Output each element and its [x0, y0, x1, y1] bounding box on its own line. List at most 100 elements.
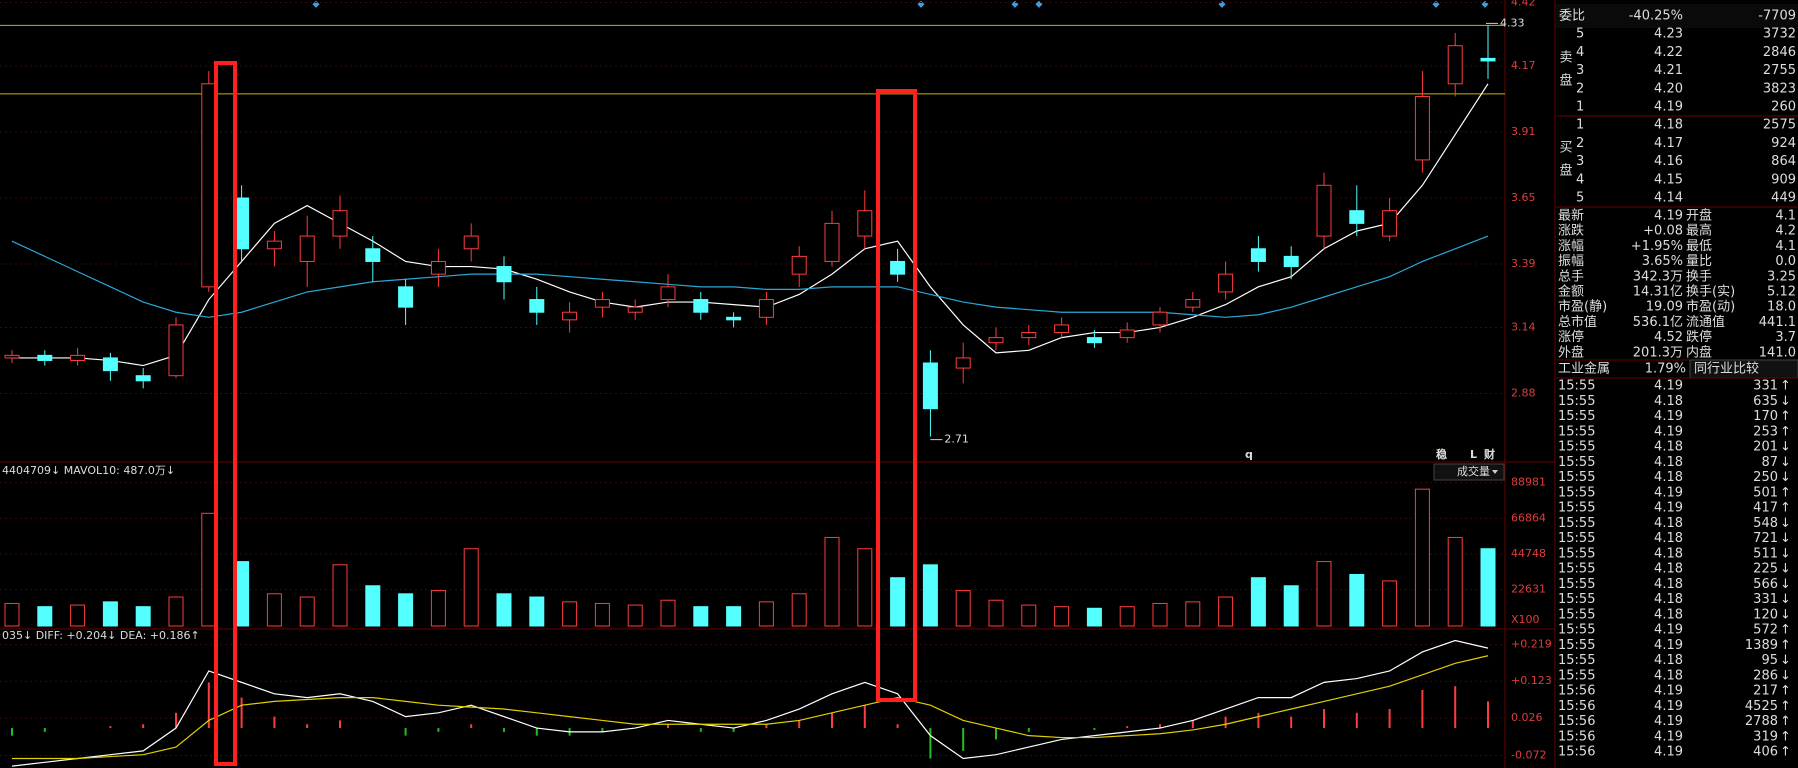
volume-bar — [37, 606, 53, 627]
candle-body — [890, 260, 906, 275]
volume-bar — [1447, 536, 1463, 627]
volume: 924 — [1771, 136, 1796, 151]
trade-price: 4.19 — [1654, 714, 1683, 729]
trade-time: 15:55 — [1558, 455, 1595, 470]
trade-volume: 331 — [1753, 379, 1778, 394]
candle-body — [496, 266, 512, 283]
trade-volume: 2788 — [1745, 714, 1778, 729]
y-tick-label: 0.026 — [1511, 711, 1543, 724]
stat-value: 0.0 — [1775, 254, 1796, 269]
trade-volume: 170 — [1753, 409, 1778, 424]
stat-value: 18.0 — [1767, 300, 1796, 315]
book-side-label: 买盘 — [1557, 140, 1573, 186]
trade-price: 4.18 — [1654, 531, 1683, 546]
level: 2 — [1576, 81, 1584, 96]
compare-label[interactable]: 同行业比较 — [1694, 362, 1759, 377]
volume-bar — [955, 590, 971, 627]
candle-body — [37, 354, 53, 361]
trade-volume: 501 — [1753, 485, 1778, 500]
volume-bar — [529, 596, 545, 627]
trade-time: 15:55 — [1558, 653, 1595, 668]
trade-time: 15:55 — [1558, 394, 1595, 409]
trade-direction: ↑ — [1780, 409, 1791, 424]
trade-direction: ↑ — [1780, 729, 1791, 744]
candle-body — [1480, 57, 1496, 62]
trade-volume: 4525 — [1745, 699, 1778, 714]
trade-volume: 566 — [1753, 577, 1778, 592]
badge[interactable]: q — [1245, 448, 1253, 461]
indicator-selector[interactable] — [1433, 463, 1505, 481]
trade-volume: 225 — [1753, 562, 1778, 577]
volume-bar — [1316, 561, 1332, 627]
y-tick-label: 88981 — [1511, 476, 1546, 489]
trade-volume: 572 — [1753, 623, 1778, 638]
trade-price: 4.18 — [1654, 653, 1683, 668]
trade-time: 15:55 — [1558, 531, 1595, 546]
stat-value: 3.65% — [1642, 254, 1683, 269]
volume-bar — [1480, 548, 1496, 627]
trade-direction: ↓ — [1780, 394, 1791, 409]
candle-body — [1250, 248, 1266, 262]
candle-body — [562, 311, 578, 321]
y-tick-label: 3.14 — [1511, 320, 1536, 333]
volume-bar — [1086, 607, 1102, 627]
candle-body — [1218, 273, 1234, 293]
trade-price: 4.18 — [1654, 546, 1683, 561]
trade-direction: ↓ — [1780, 546, 1791, 561]
volume: 864 — [1771, 154, 1796, 169]
volume-bar — [496, 593, 512, 627]
y-tick-label: -0.072 — [1511, 748, 1546, 761]
trade-direction: ↓ — [1780, 470, 1791, 485]
marker[interactable] — [917, 0, 925, 8]
y-tick-label: 66864 — [1511, 511, 1546, 524]
trade-time: 15:55 — [1558, 440, 1595, 455]
high-label: 4.33 — [1500, 16, 1525, 29]
trade-volume: 120 — [1753, 607, 1778, 622]
y-tick-label: 44748 — [1511, 547, 1546, 560]
trade-volume: 721 — [1753, 531, 1778, 546]
trade-time: 15:55 — [1558, 577, 1595, 592]
price: 4.16 — [1654, 154, 1683, 169]
trade-direction: ↓ — [1780, 577, 1791, 592]
badge[interactable]: L — [1470, 448, 1477, 461]
candle-body — [1382, 210, 1398, 237]
badge[interactable]: 稳 — [1436, 447, 1447, 461]
dropdown-arrow[interactable] — [1492, 470, 1498, 474]
trade-price: 4.18 — [1654, 470, 1683, 485]
volume: 3732 — [1763, 27, 1796, 42]
volume-bar — [890, 577, 906, 627]
trade-time: 15:56 — [1558, 729, 1595, 744]
volume-bar — [758, 601, 774, 627]
candle-body — [365, 248, 381, 262]
trade-volume: 286 — [1753, 668, 1778, 683]
trade-price: 4.18 — [1654, 592, 1683, 607]
candle-body — [693, 299, 709, 313]
price: 4.14 — [1654, 191, 1683, 206]
volume-bar — [463, 548, 479, 627]
volume-bar — [922, 564, 938, 627]
volume-bar — [660, 599, 676, 627]
badge[interactable]: 财 — [1483, 447, 1495, 461]
trade-direction: ↑ — [1780, 623, 1791, 638]
candle-body — [660, 286, 676, 301]
volume-bar — [398, 593, 414, 627]
stat-value: +0.08 — [1643, 224, 1683, 239]
indicator-selector-label[interactable]: 成交量 — [1457, 464, 1490, 478]
trade-price: 4.18 — [1654, 577, 1683, 592]
y-tick-label: 3.91 — [1511, 125, 1536, 138]
trade-volume: 635 — [1753, 394, 1778, 409]
stat-value: 3.7 — [1775, 330, 1796, 345]
volume-bar — [168, 596, 184, 627]
volume-bar — [201, 512, 217, 627]
y-tick-label: 2.88 — [1511, 386, 1536, 399]
y-tick-label: 22631 — [1511, 583, 1546, 596]
stat-label: 市盈(动) — [1686, 299, 1735, 315]
marker[interactable] — [312, 0, 320, 8]
trade-volume: 253 — [1753, 424, 1778, 439]
trade-price: 4.18 — [1654, 607, 1683, 622]
candle-body — [529, 299, 545, 313]
indicator-line — [12, 83, 1489, 367]
highlight-box — [214, 61, 237, 766]
